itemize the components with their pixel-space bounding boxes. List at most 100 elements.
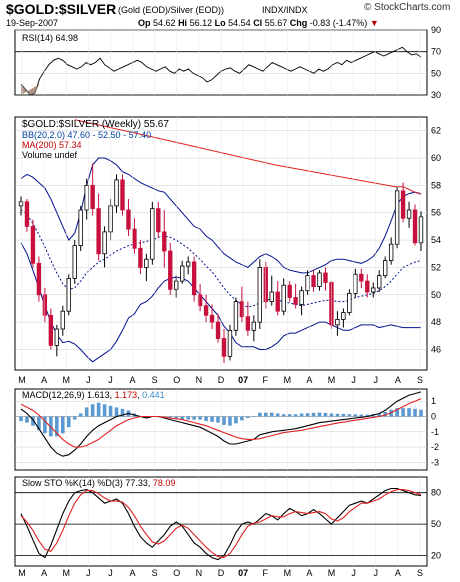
candle-body xyxy=(191,261,197,296)
x-axis-label: N xyxy=(196,375,203,385)
change-value: -0.83 (-1.47%) xyxy=(309,18,368,28)
candle-body xyxy=(84,184,89,211)
candle-body xyxy=(382,260,388,277)
price-tick-label: 46 xyxy=(431,344,441,354)
candle-body xyxy=(78,209,83,246)
symbol-title: $GOLD:$SILVER xyxy=(6,1,117,17)
sto-d-line xyxy=(20,489,422,559)
x-axis-label: S xyxy=(417,375,423,385)
x-axis-label: J xyxy=(351,375,356,385)
macd-histogram-bar xyxy=(347,414,352,417)
change-label: Chg xyxy=(289,18,308,28)
macd-legend-name: MACD(12,26,9) xyxy=(22,390,85,400)
rsi-tick-label: 50 xyxy=(431,68,441,78)
x-axis-label: A xyxy=(395,375,401,385)
candle-body xyxy=(144,258,149,268)
macd-histogram-bar xyxy=(341,413,346,417)
x-axis-label: J xyxy=(86,375,91,385)
macd-histogram-bar xyxy=(192,416,196,420)
rsi-legend: RSI(14) 64.98 xyxy=(22,33,78,43)
macd-histogram-bar xyxy=(281,414,286,417)
candle-body xyxy=(90,184,95,210)
macd-histogram-bar xyxy=(61,416,65,434)
candle-body xyxy=(114,179,119,207)
macd-histogram-bar xyxy=(359,414,364,417)
macd-histogram-bar xyxy=(168,416,173,419)
macd-histogram-bar xyxy=(108,405,113,417)
close-value: 55.67 xyxy=(264,18,288,28)
price-legend-text: $GOLD:$SILVER (Weekly) 55.67 xyxy=(22,119,169,130)
macd-histogram-bar xyxy=(66,416,71,428)
candle-body xyxy=(377,275,382,289)
candle-body xyxy=(156,208,161,233)
macd-histogram-bar xyxy=(72,416,77,420)
candle-body xyxy=(257,267,262,323)
down-arrow-icon: ▼ xyxy=(369,18,379,28)
macd-hist-legend-value: 0.441 xyxy=(142,390,165,400)
macd-signal-legend-value: 1.173 xyxy=(114,390,138,400)
candle-body xyxy=(60,310,65,330)
date-label: 19-Sep-2007 xyxy=(6,18,59,28)
candle-body xyxy=(215,321,221,339)
x-axis-label: J xyxy=(108,375,113,385)
macd-histogram-bar xyxy=(329,413,334,417)
candle-body xyxy=(72,245,77,279)
candle-body xyxy=(227,329,233,357)
candle-body xyxy=(245,316,251,331)
rsi-oversold-fill xyxy=(21,84,40,95)
candle-body xyxy=(371,287,376,293)
candle-body xyxy=(353,273,358,294)
candle-body xyxy=(150,208,155,260)
macd-tick-label: 0 xyxy=(431,412,436,422)
candle-body xyxy=(305,275,310,292)
macd-histogram-bar xyxy=(31,416,35,426)
candle-body xyxy=(180,265,185,282)
x-axis-label: A xyxy=(130,568,136,578)
x-axis-label: D xyxy=(218,568,225,578)
macd-histogram-bar xyxy=(335,413,340,417)
macd-histogram-bar xyxy=(210,416,214,422)
x-axis-label: M xyxy=(18,375,26,385)
candle-body xyxy=(30,226,36,264)
candle-body xyxy=(287,284,292,298)
macd-histogram-bar xyxy=(204,416,208,422)
macd-histogram-bar xyxy=(407,408,411,417)
candle-body xyxy=(120,179,125,211)
macd-histogram-bar xyxy=(37,416,41,431)
macd-histogram-bar xyxy=(263,412,268,417)
macd-histogram-bar xyxy=(246,416,250,419)
x-axis-label: A xyxy=(306,568,312,578)
ma-legend-text: MA(200) 57.34 xyxy=(22,140,82,150)
macd-histogram-bar xyxy=(275,413,280,417)
candle-body xyxy=(341,312,346,320)
symbol-subtitle: (Gold (EOD)/Silver (EOD)) xyxy=(118,5,225,15)
candle-body xyxy=(365,280,370,293)
candle-body xyxy=(317,272,322,287)
x-axis-label: A xyxy=(306,375,312,385)
candle-body xyxy=(251,321,257,331)
macd-histogram-bar xyxy=(84,407,89,417)
x-axis-label: F xyxy=(262,375,268,385)
macd-histogram-bar xyxy=(323,412,328,417)
macd-histogram-bar xyxy=(240,416,244,421)
candle-body xyxy=(275,291,280,312)
candle-body xyxy=(102,231,107,255)
macd-histogram-bar xyxy=(317,412,322,417)
low-label: Lo xyxy=(214,18,226,28)
x-axis-label: M xyxy=(284,568,292,578)
macd-tick-label: 1 xyxy=(431,396,436,406)
candle-body xyxy=(311,275,316,287)
macd-histogram-bar xyxy=(55,416,59,437)
candle-body xyxy=(281,284,286,312)
macd-histogram-bar xyxy=(401,408,405,417)
candle-body xyxy=(406,209,412,219)
macd-histogram-bar xyxy=(269,412,274,417)
candle-body xyxy=(359,273,364,282)
macd-histogram-bar xyxy=(252,416,256,418)
candle-body xyxy=(168,250,173,290)
x-axis-label: J xyxy=(86,568,91,578)
x-axis-label: J xyxy=(108,568,113,578)
macd-histogram-bar xyxy=(43,416,47,434)
macd-signal-line xyxy=(20,398,422,448)
